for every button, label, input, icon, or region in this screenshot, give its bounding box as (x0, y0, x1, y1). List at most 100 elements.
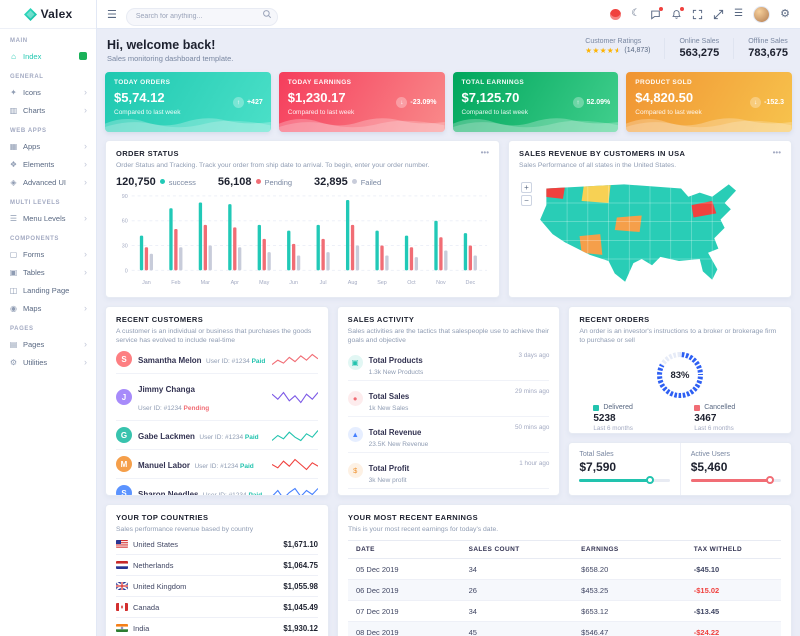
card-options-icon[interactable]: ••• (480, 148, 489, 157)
stat-card-today-orders: TODAY ORDERS $5,74.12 Compared to last w… (105, 72, 271, 132)
delta-value: 52.09% (586, 99, 611, 106)
icons-icon: ✦ (10, 87, 17, 97)
fullscreen-icon[interactable] (692, 9, 703, 20)
notification-dot (680, 6, 685, 11)
sidebar-item-charts[interactable]: ▥ Charts › (0, 101, 96, 119)
column-header: SALES COUNT (460, 540, 574, 560)
sidebar-item-apps[interactable]: ▦ Apps › (0, 137, 96, 155)
recent-customers-card: RECENT CUSTOMERS A customer is an indivi… (105, 306, 329, 496)
search-input[interactable] (125, 7, 278, 26)
sidebar-item-forms[interactable]: ▢ Forms › (0, 245, 96, 263)
sidebar-item-utilities[interactable]: ⚙ Utilities › (0, 353, 96, 371)
cancelled-stat: Cancelled 3467 Last 6 months (694, 404, 736, 433)
chevron-right-icon: › (84, 140, 87, 151)
active-users-slider[interactable] (690, 476, 782, 484)
table-row: 05 Dec 2019 34 $658.20 -$45.10 (348, 558, 781, 581)
status-badge: Paid (248, 492, 263, 496)
sidebar-item-tables[interactable]: ▣ Tables › (0, 263, 96, 281)
legend-pending: 56,108 Pending (217, 176, 293, 189)
charts-row: ORDER STATUS ••• Order Status and Tracki… (105, 140, 792, 298)
activity-list: ▣ Total Products 1.3k New Products 3 days… (347, 345, 550, 495)
trend-arrow-icon: ↓ (396, 97, 408, 108)
stat-card-today-earnings: TODAY EARNINGS $1,230.17 Compared to las… (278, 72, 445, 132)
stat-card-value: $1,230.17 (287, 90, 346, 105)
sidebar-item-icons[interactable]: ✦ Icons › (0, 83, 96, 101)
sidebar-item-maps[interactable]: ◉ Maps › (0, 299, 96, 317)
settings-gear-icon[interactable]: ⚙ (780, 7, 790, 20)
card-subtitle: An order is an investor's instructions t… (579, 328, 777, 345)
country-row: United States $1,671.10 (116, 534, 318, 556)
stat-card-delta: ↓ -152.3 (750, 97, 784, 108)
customer-row: J Jimmy Changa User ID: #1234 Pending (116, 374, 318, 422)
search-icon[interactable] (262, 9, 272, 19)
sidebar-item-elements[interactable]: ❖ Elements › (0, 155, 96, 173)
svg-text:Feb: Feb (171, 280, 180, 286)
page-subtitle: Sales monitoring dashboard template. (107, 54, 234, 63)
menu-list-icon[interactable]: ☰ (734, 8, 744, 19)
page-title: Hi, welcome back! (107, 38, 216, 52)
country-row: India $1,930.12 (116, 618, 318, 636)
ratings-count: (14,873) (624, 47, 651, 55)
donut-percent-label: 83% (671, 370, 691, 381)
slider-knob[interactable] (766, 476, 775, 484)
legend-dot (159, 179, 165, 185)
card-title: SALES ACTIVITY (347, 315, 415, 324)
total-sales-slider[interactable] (579, 476, 670, 484)
sidebar-toggle-icon[interactable]: ☰ (107, 8, 117, 21)
stat-card-product-sold: PRODUCT SOLD $4,820.50 Compared to last … (626, 72, 792, 132)
home-icon: ⌂ (11, 51, 16, 61)
sidebar-item-label: Landing Page (23, 285, 70, 295)
dark-mode-moon-icon[interactable]: ☾ (631, 8, 641, 19)
us-flag-icon (116, 540, 128, 549)
earnings-table: DATE SALES COUNT EARNINGS TAX WITHELD 05… (348, 540, 781, 636)
revenue-icon: ▲ (347, 427, 363, 443)
delta-value: -152.3 (764, 99, 784, 106)
chevron-right-icon: › (84, 104, 87, 115)
apps-icon: ▦ (9, 141, 18, 151)
bottom-row: YOUR TOP COUNTRIES Sales performance rev… (105, 504, 792, 636)
sidebar-item-index[interactable]: ⌂ Index (0, 47, 96, 65)
profit-icon: $ (347, 463, 363, 479)
expand-icon[interactable] (713, 9, 724, 20)
main-column: ☰ ☾ ☰ (97, 0, 800, 636)
card-subtitle: Order Status and Tracking. Track your or… (116, 162, 430, 169)
stat-value: 563,275 (679, 47, 720, 59)
card-subtitle: This is your most recent earnings for to… (348, 526, 499, 533)
card-options-icon[interactable]: ••• (772, 148, 781, 157)
sidebar-item-pages[interactable]: ▤ Pages › (0, 335, 96, 353)
stat-card-label: TODAY ORDERS (114, 79, 171, 86)
svg-text:90: 90 (122, 194, 128, 200)
user-avatar[interactable] (753, 5, 771, 23)
star-rating-icon: ★★★★★★★★★★ (585, 46, 622, 55)
sidebar-item-landing-page[interactable]: ◫ Landing Page (0, 281, 96, 299)
messages-icon[interactable] (650, 6, 664, 20)
svg-text:Oct: Oct (407, 280, 416, 286)
usa-map-svg[interactable] (519, 174, 781, 288)
stat-label: Online Sales (679, 38, 720, 45)
nl-flag-icon (116, 561, 128, 570)
column-header: TAX WITHELD (685, 540, 781, 560)
svg-text:Jul: Jul (320, 280, 327, 286)
stat-card-delta: ↑ 52.09% (572, 97, 611, 108)
column-header: EARNINGS (573, 540, 686, 560)
maps-icon: ◉ (10, 303, 17, 313)
offline-sales-stat: Offline Sales 783,675 (733, 38, 790, 59)
sidebar-item-menu-levels[interactable]: ☰ Menu Levels › (0, 209, 96, 227)
svg-text:Mar: Mar (201, 280, 210, 286)
map-zoom-out-button[interactable]: − (521, 195, 532, 207)
slider-knob[interactable] (645, 476, 654, 484)
trend-arrow-icon: ↑ (232, 97, 244, 108)
sidebar-item-label: Icons (23, 87, 41, 97)
language-flag-icon[interactable] (610, 8, 622, 20)
stat-card-label: TODAY EARNINGS (287, 79, 352, 86)
sidebar-item-advanced-ui[interactable]: ◈ Advanced UI › (0, 173, 96, 191)
trend-arrow-icon: ↓ (750, 97, 762, 108)
map-zoom-in-button[interactable]: + (521, 182, 532, 194)
stat-card-label: TOTAL EARNINGS (461, 79, 525, 86)
section-label-components: COMPONENTS (10, 236, 60, 242)
stat-cards-row: TODAY ORDERS $5,74.12 Compared to last w… (105, 72, 792, 132)
notifications-bell-icon[interactable] (671, 6, 685, 20)
stat-label: Offline Sales (748, 38, 788, 45)
country-row: United Kingdom $1,055.98 (116, 576, 318, 598)
brand-logo[interactable]: Valex (0, 0, 96, 29)
